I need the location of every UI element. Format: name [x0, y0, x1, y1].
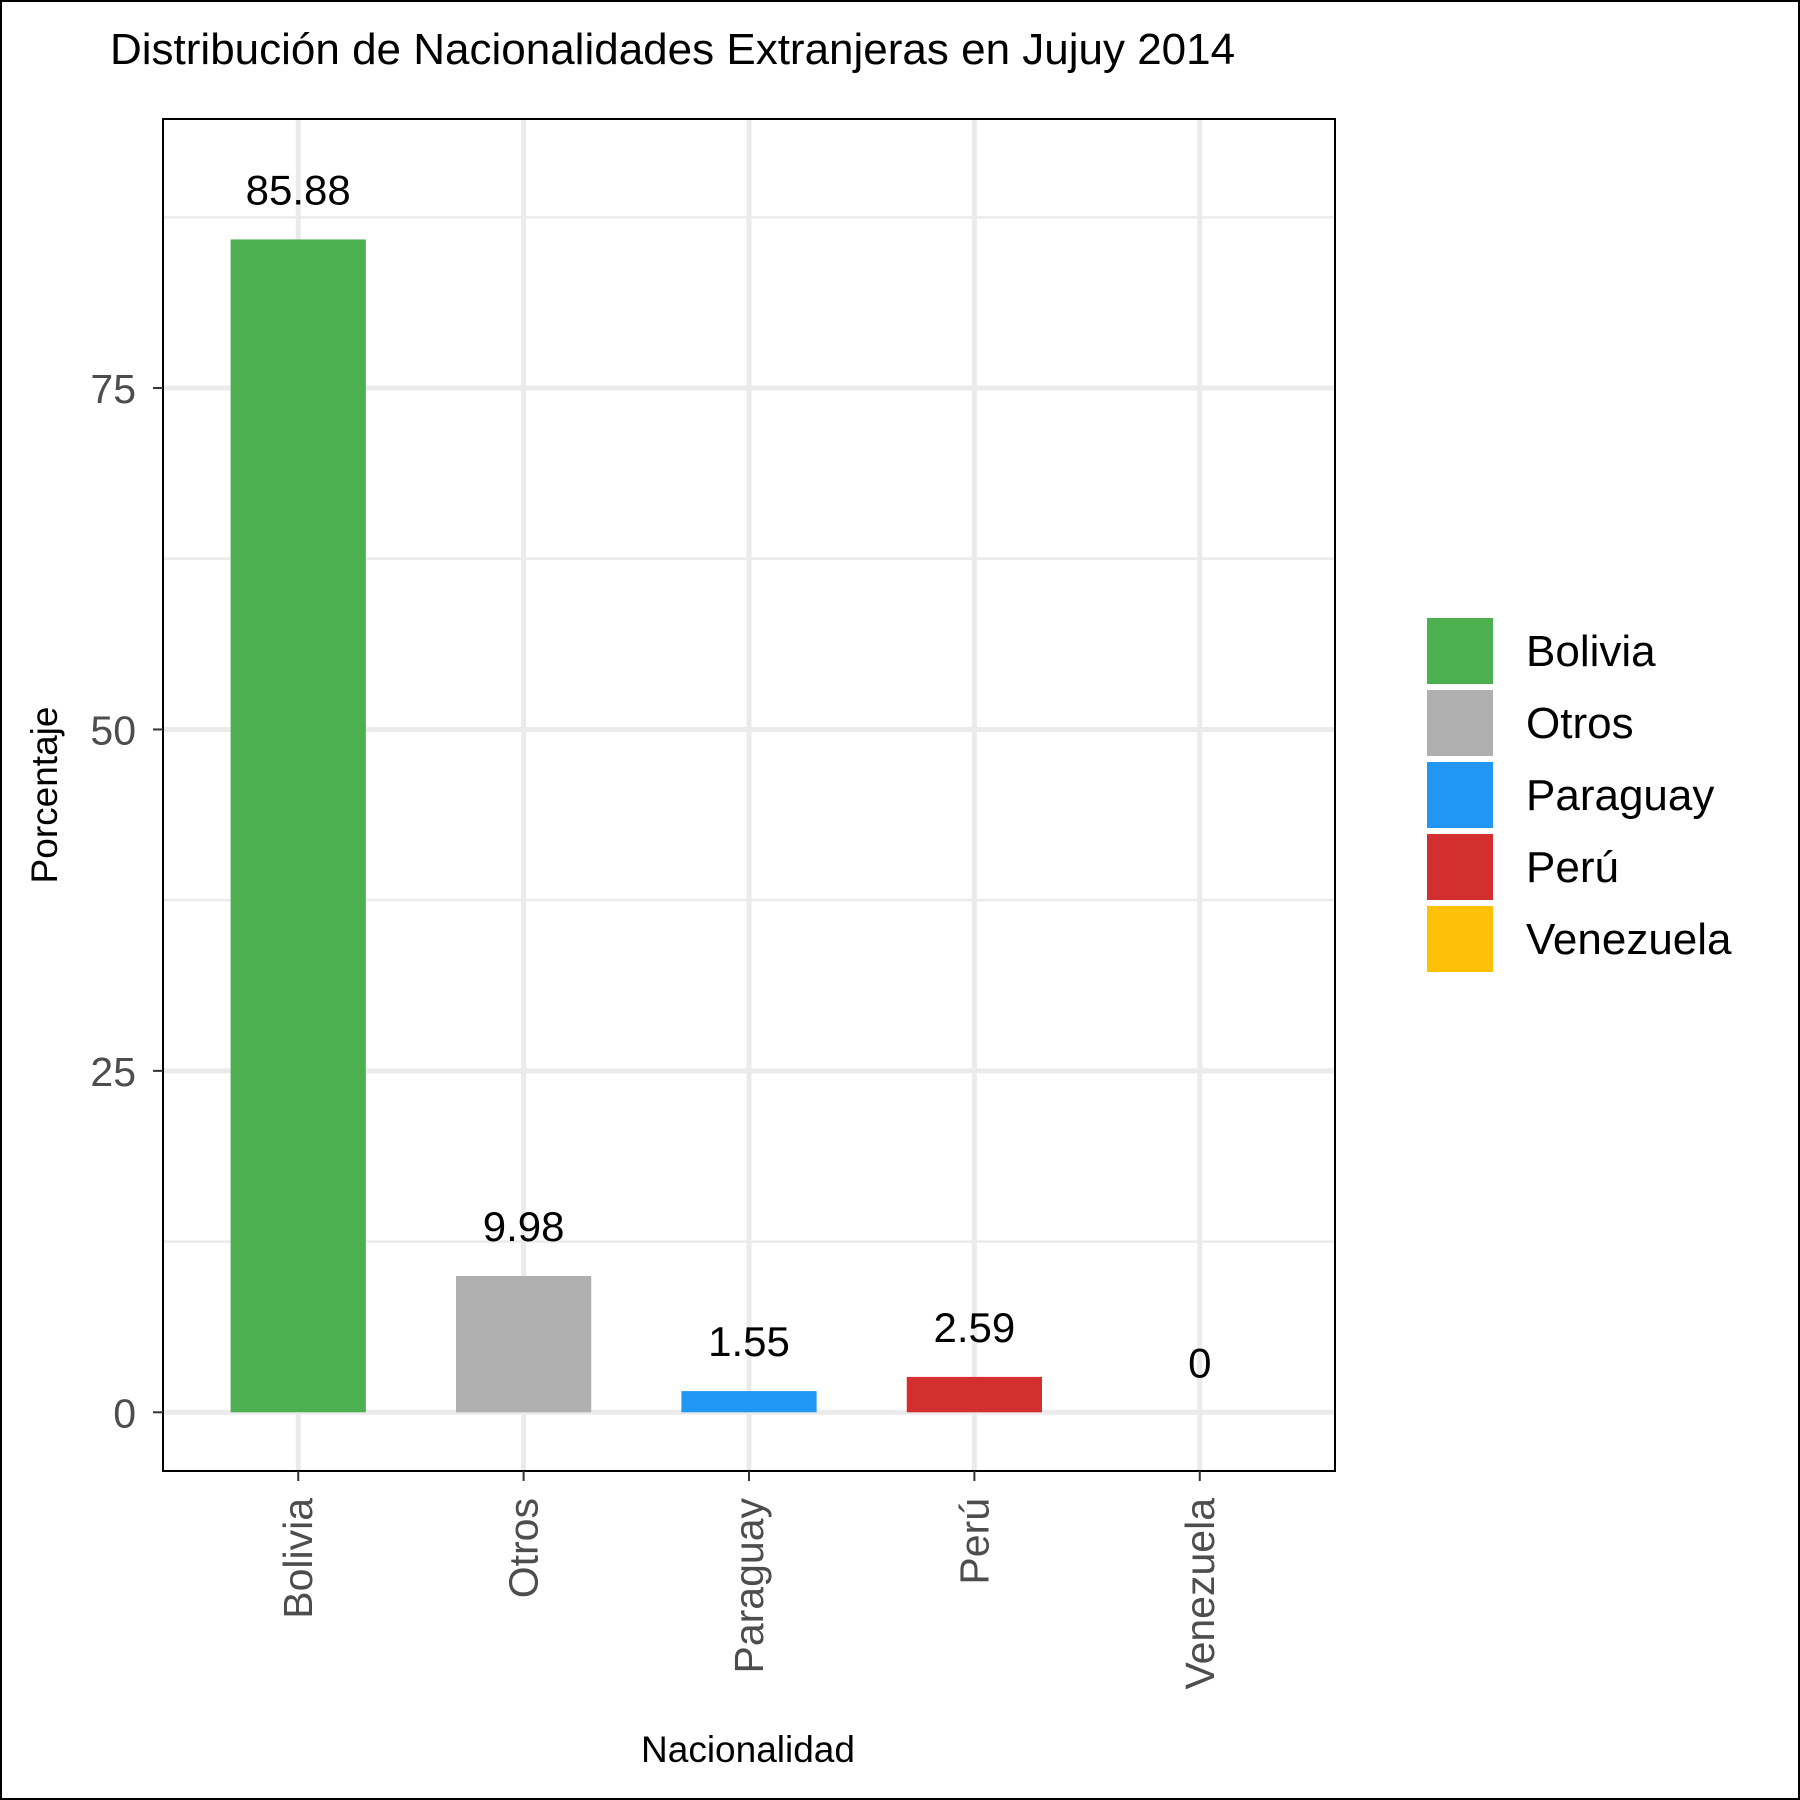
- legend-label-paraguay: Paraguay: [1526, 771, 1714, 820]
- data-label-otros: 9.98: [483, 1203, 565, 1250]
- legend-swatch-venezuela: [1427, 906, 1493, 972]
- legend-swatch-otros: [1427, 690, 1493, 756]
- legend-swatch-bolivia: [1427, 618, 1493, 684]
- data-label-paraguay: 1.55: [708, 1318, 790, 1365]
- bar-bolivia: [230, 239, 366, 1413]
- x-tick-label: Paraguay: [726, 1498, 772, 1674]
- legend-label-venezuela: Venezuela: [1526, 915, 1732, 964]
- bar-otros: [456, 1275, 592, 1413]
- legend-swatch-paraguay: [1427, 762, 1493, 828]
- chart-title: Distribución de Nacionalidades Extranjer…: [110, 25, 1235, 74]
- data-label-bolivia: 85.88: [246, 166, 351, 213]
- x-axis-ticks: Bolivia Otros Paraguay Perú Venezuela: [275, 1471, 1223, 1690]
- y-tick-label: 75: [90, 366, 136, 412]
- y-axis-ticks: 0 25 50 75: [90, 366, 163, 1436]
- y-axis-title: Porcentaje: [24, 707, 65, 884]
- legend-label-bolivia: Bolivia: [1526, 627, 1656, 676]
- bars: [230, 239, 1042, 1413]
- legend-label-peru: Perú: [1526, 843, 1619, 892]
- x-tick-label: Bolivia: [275, 1498, 321, 1619]
- data-labels: 85.88 9.98 1.55 2.59 0: [246, 166, 1212, 1386]
- data-label-venezuela: 0: [1188, 1339, 1211, 1386]
- legend: Bolivia Otros Paraguay Perú Venezuela: [1427, 618, 1732, 972]
- bar-peru: [906, 1376, 1042, 1413]
- y-tick-label: 50: [90, 707, 136, 753]
- data-label-peru: 2.59: [934, 1304, 1016, 1351]
- y-tick-label: 0: [113, 1390, 136, 1436]
- y-tick-label: 25: [90, 1049, 136, 1095]
- legend-swatch-peru: [1427, 834, 1493, 900]
- x-tick-label: Venezuela: [1177, 1498, 1223, 1690]
- bar-paraguay: [681, 1391, 817, 1413]
- legend-label-otros: Otros: [1526, 699, 1634, 748]
- x-tick-label: Otros: [501, 1498, 547, 1598]
- x-axis-title: Nacionalidad: [641, 1729, 855, 1770]
- x-tick-label: Perú: [951, 1498, 997, 1585]
